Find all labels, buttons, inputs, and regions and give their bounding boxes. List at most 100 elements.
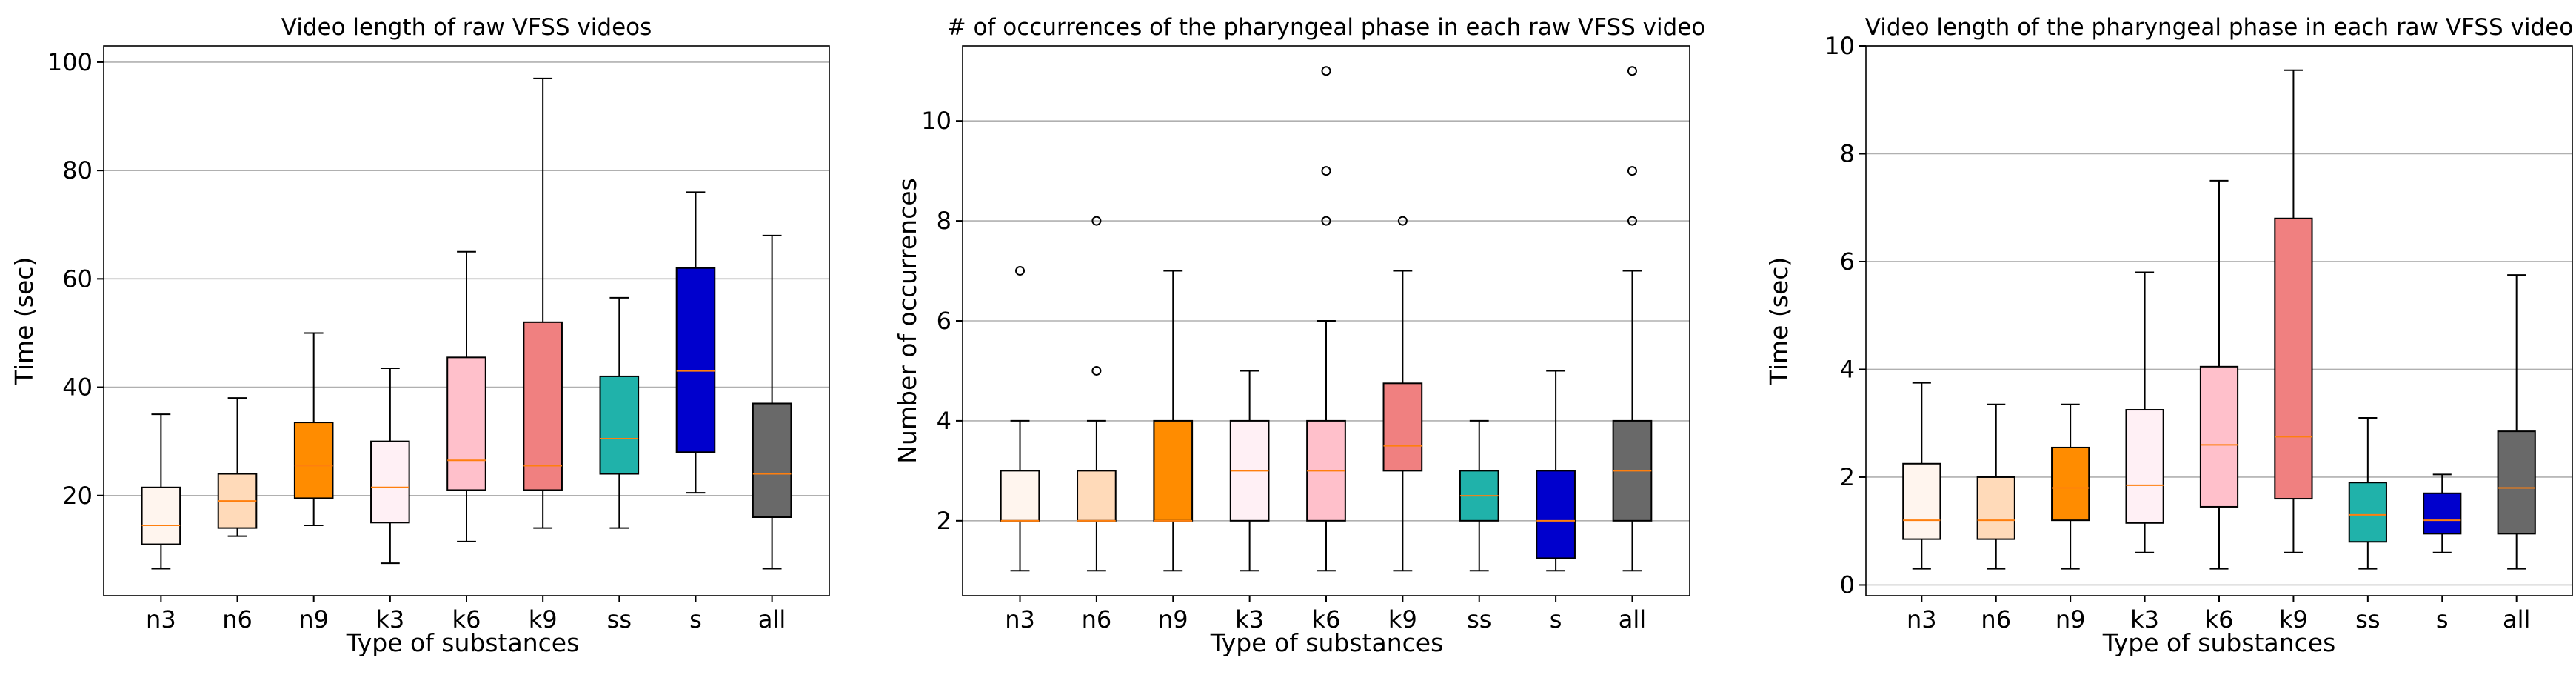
x-tick-label: k9 <box>529 605 558 634</box>
box-body <box>446 356 486 491</box>
flier-point <box>1321 166 1331 176</box>
x-tick-label: n9 <box>1158 605 1188 634</box>
y-tick-label: 10 <box>1824 32 1855 60</box>
box-k3 <box>370 367 410 565</box>
x-tick-label: s <box>1550 605 1562 634</box>
y-tick-label: 4 <box>937 407 951 435</box>
box-body <box>1536 470 1576 559</box>
plot-frame <box>103 45 830 596</box>
y-tick-label: 8 <box>1840 139 1855 167</box>
chart-title: Video length of raw VFSS videos <box>281 14 652 41</box>
y-axis-label: Time (sec) <box>1764 257 1793 386</box>
box-body <box>2199 365 2239 508</box>
x-tick-label: k3 <box>2130 605 2159 634</box>
flier-point <box>1397 216 1408 226</box>
x-tick-label: n3 <box>1005 605 1035 634</box>
box-all <box>752 234 792 570</box>
box-body <box>2423 492 2462 535</box>
box-body <box>293 422 334 499</box>
flier-point <box>1091 365 1102 376</box>
x-tick-label: all <box>1619 605 1646 634</box>
y-axis-label: Number of occurrences <box>893 178 922 463</box>
box-body <box>1976 476 2015 540</box>
x-tick-label: n6 <box>1981 605 2011 634</box>
flier-point <box>1627 166 1637 176</box>
chart-title: Video length of the pharyngeal phase in … <box>1865 14 2574 41</box>
x-tick-label: n9 <box>2055 605 2086 634</box>
y-tick-label: 100 <box>47 48 93 76</box>
x-tick-label: n3 <box>146 605 176 634</box>
box-n3 <box>1902 382 1941 570</box>
box-body <box>2125 409 2164 524</box>
box-n6 <box>217 397 258 537</box>
box-s <box>2423 473 2462 553</box>
x-tick-label: ss <box>2355 605 2380 634</box>
x-axis-label: Type of substances <box>2102 628 2336 657</box>
y-tick-label: 0 <box>1840 571 1855 599</box>
box-body <box>675 267 716 453</box>
y-tick-label: 10 <box>921 107 951 135</box>
box-n3 <box>141 413 181 570</box>
x-tick-label: n6 <box>222 605 252 634</box>
box-k3 <box>1229 370 1270 572</box>
box-body <box>1077 470 1117 522</box>
box-n6 <box>1976 403 2015 570</box>
box-body <box>523 321 563 491</box>
flier-point <box>1321 66 1331 76</box>
y-tick-label: 60 <box>62 265 93 293</box>
box-body <box>1382 382 1423 472</box>
x-tick-label: k6 <box>2205 605 2234 634</box>
y-tick-label: 80 <box>62 156 93 184</box>
plot-frame <box>962 45 1690 596</box>
x-tick-label: k6 <box>1312 605 1341 634</box>
y-tick-label: 2 <box>1840 463 1855 491</box>
box-body <box>2348 482 2387 543</box>
chart-title: # of occurrences of the pharyngeal phase… <box>947 14 1706 41</box>
box-all <box>1612 66 1653 572</box>
y-tick-label: 20 <box>62 482 93 510</box>
box-ss <box>1459 419 1499 572</box>
x-tick-label: ss <box>1467 605 1491 634</box>
x-tick-label: all <box>758 605 786 634</box>
y-tick-label: 40 <box>62 373 93 402</box>
box-k9 <box>2274 69 2313 553</box>
y-tick-label: 2 <box>937 507 951 535</box>
y-tick-label: 8 <box>937 207 951 235</box>
box-body <box>599 375 640 475</box>
x-tick-label: k3 <box>375 605 404 634</box>
x-axis-label: Type of substances <box>346 628 580 657</box>
box-body <box>1153 419 1194 522</box>
box-n9 <box>2051 403 2090 570</box>
box-body <box>2274 217 2313 500</box>
box-k3 <box>2125 271 2164 553</box>
y-axis-label: Time (sec) <box>10 257 39 386</box>
box-k6 <box>1306 66 1346 572</box>
flier-point <box>1627 66 1637 76</box>
x-tick-label: n3 <box>1907 605 1937 634</box>
x-tick-label: k6 <box>452 605 481 634</box>
box-s <box>1536 370 1576 572</box>
box-body <box>370 440 410 524</box>
x-axis-label: Type of substances <box>1210 628 1444 657</box>
x-tick-label: k9 <box>2279 605 2308 634</box>
box-ss <box>2348 416 2387 570</box>
x-tick-label: n9 <box>298 605 329 634</box>
box-n9 <box>1153 270 1194 572</box>
box-k9 <box>1382 216 1423 572</box>
box-n6 <box>1077 216 1117 572</box>
box-all <box>2497 274 2536 570</box>
box-body <box>2497 430 2536 535</box>
x-tick-label: ss <box>607 605 632 634</box>
y-tick-label: 6 <box>937 307 951 335</box>
x-tick-label: n6 <box>1082 605 1112 634</box>
x-tick-label: all <box>2503 605 2530 634</box>
box-s <box>675 191 716 494</box>
y-tick-label: 4 <box>1840 355 1855 383</box>
box-ss <box>599 296 640 529</box>
box-n9 <box>293 332 334 526</box>
x-tick-label: s <box>689 605 702 634</box>
